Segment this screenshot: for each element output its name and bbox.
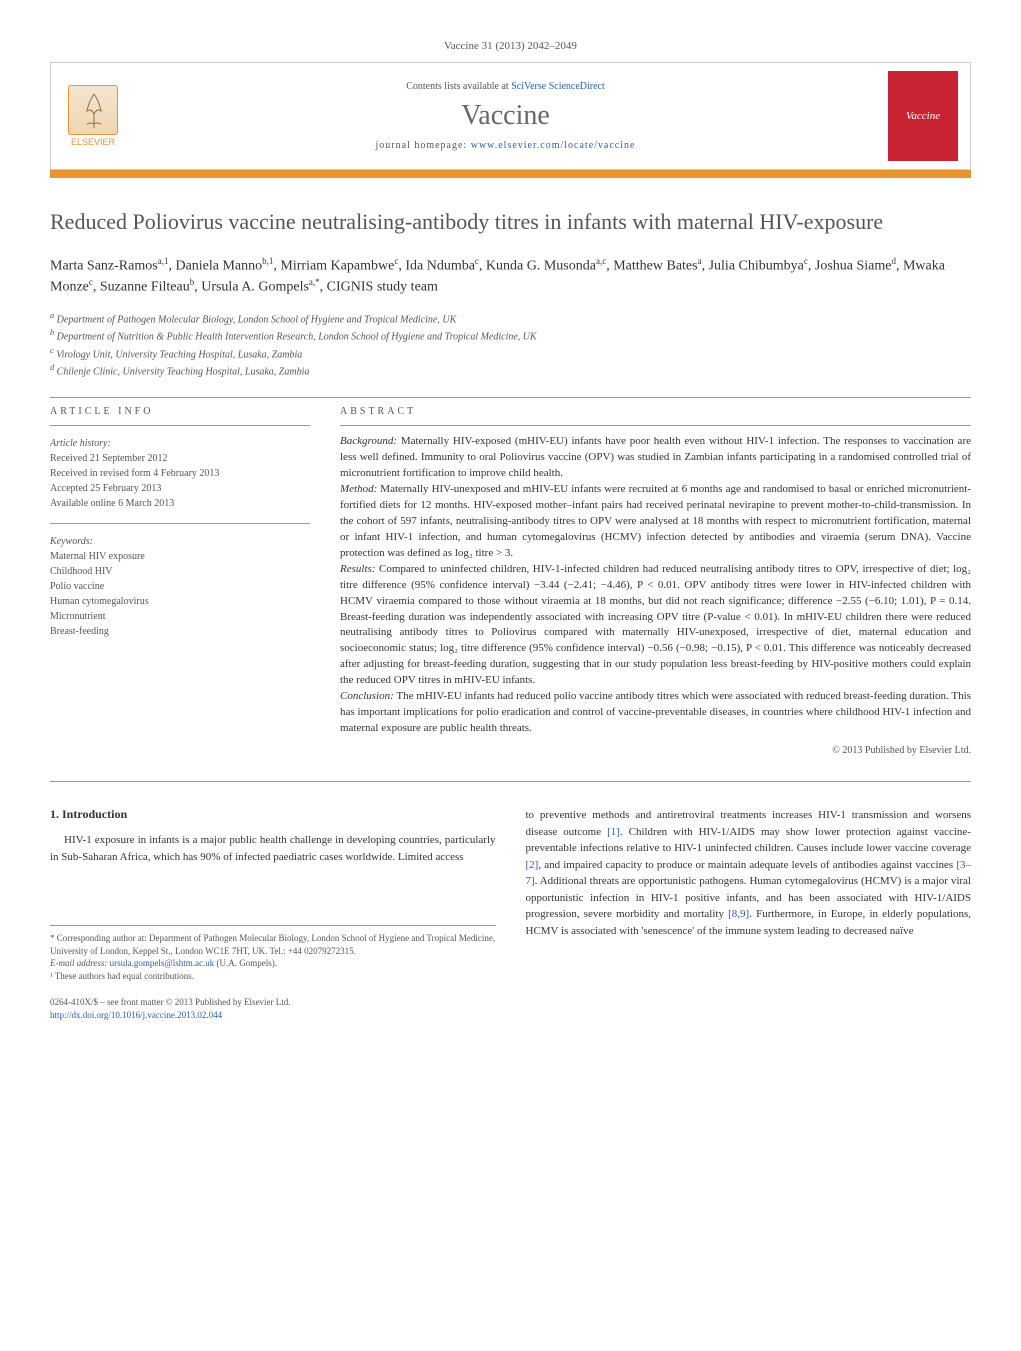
homepage-line: journal homepage: www.elsevier.com/locat… [143,140,868,151]
divider [50,523,310,524]
email-label: E-mail address: [50,958,110,968]
homepage-prefix: journal homepage: [376,140,471,151]
intro-para-left: HIV-1 exposure in infants is a major pub… [50,832,496,865]
affiliations: a Department of Pathogen Molecular Biolo… [50,310,971,379]
email-line: E-mail address: ursula.gompels@lshtm.ac.… [50,957,496,970]
results-text: Compared to uninfected children, HIV-1-i… [340,563,971,687]
body-left-column: 1. Introduction HIV-1 exposure in infant… [50,807,496,982]
divider [50,397,971,398]
elsevier-text: ELSEVIER [71,137,115,147]
email-link[interactable]: ursula.gompels@lshtm.ac.uk [110,958,215,968]
journal-name: Vaccine [143,100,868,132]
divider [50,781,971,782]
background-label: Background: [340,435,397,447]
history-lines: Received 21 September 2012Received in re… [50,451,310,511]
abstract-label: ABSTRACT [340,406,971,417]
intro-heading: 1. Introduction [50,807,496,822]
contents-line: Contents lists available at SciVerse Sci… [143,81,868,92]
article-title: Reduced Poliovirus vaccine neutralising-… [50,208,971,237]
sciencedirect-link[interactable]: SciVerse ScienceDirect [511,81,605,92]
front-matter: 0264-410X/$ – see front matter © 2013 Pu… [50,996,971,1009]
abstract-text: Background: Maternally HIV-exposed (mHIV… [340,434,971,737]
history-heading: Article history: [50,436,310,451]
doi-link[interactable]: http://dx.doi.org/10.1016/j.vaccine.2013… [50,1010,222,1020]
elsevier-logo: ELSEVIER [63,81,123,151]
article-info-label: ARTICLE INFO [50,406,310,417]
divider [340,425,971,426]
journal-header: ELSEVIER Contents lists available at Sci… [50,62,971,170]
corresponding-author: * Corresponding author at: Department of… [50,932,496,957]
conclusion-label: Conclusion: [340,690,394,702]
method-label: Method: [340,483,377,495]
body-right-column: to preventive methods and antiretroviral… [526,807,972,982]
ref-link[interactable]: [2] [526,859,539,871]
results-label: Results: [340,563,375,575]
keywords-heading: Keywords: [50,534,310,549]
homepage-link[interactable]: www.elsevier.com/locate/vaccine [471,140,636,151]
abstract-column: ABSTRACT Background: Maternally HIV-expo… [340,406,971,756]
ref-link[interactable]: [1] [607,826,620,838]
body-text-right: to preventive methods and antiretroviral… [526,807,972,939]
contents-prefix: Contents lists available at [406,81,511,92]
article-info-column: ARTICLE INFO Article history: Received 2… [50,406,310,756]
email-suffix: (U.A. Gompels). [214,958,277,968]
method-text: Maternally HIV-unexposed and mHIV-EU inf… [340,483,971,559]
keyword-lines: Maternal HIV exposureChildhood HIVPolio … [50,549,310,639]
cover-text: Vaccine [906,110,940,122]
doi-block: 0264-410X/$ – see front matter © 2013 Pu… [50,996,971,1021]
orange-divider [50,170,971,178]
background-text: Maternally HIV-exposed (mHIV-EU) infants… [340,435,971,479]
divider [50,425,310,426]
equal-contrib: ¹ These authors had equal contributions. [50,970,496,983]
footnotes: * Corresponding author at: Department of… [50,925,496,982]
section-number: 1. [50,807,59,821]
elsevier-tree-icon [68,85,118,135]
authors-list: Marta Sanz-Ramosa,1, Daniela Mannob,1, M… [50,255,971,298]
journal-cover-image: Vaccine [888,71,958,161]
ref-link[interactable]: [8,9] [728,908,749,920]
ref-link[interactable]: [3–7] [526,859,972,888]
copyright: © 2013 Published by Elsevier Ltd. [340,745,971,756]
section-title: Introduction [62,807,127,821]
conclusion-text: The mHIV-EU infants had reduced polio va… [340,690,971,734]
journal-reference: Vaccine 31 (2013) 2042–2049 [50,40,971,52]
body-text-left: HIV-1 exposure in infants is a major pub… [50,832,496,865]
header-center: Contents lists available at SciVerse Sci… [143,81,868,151]
